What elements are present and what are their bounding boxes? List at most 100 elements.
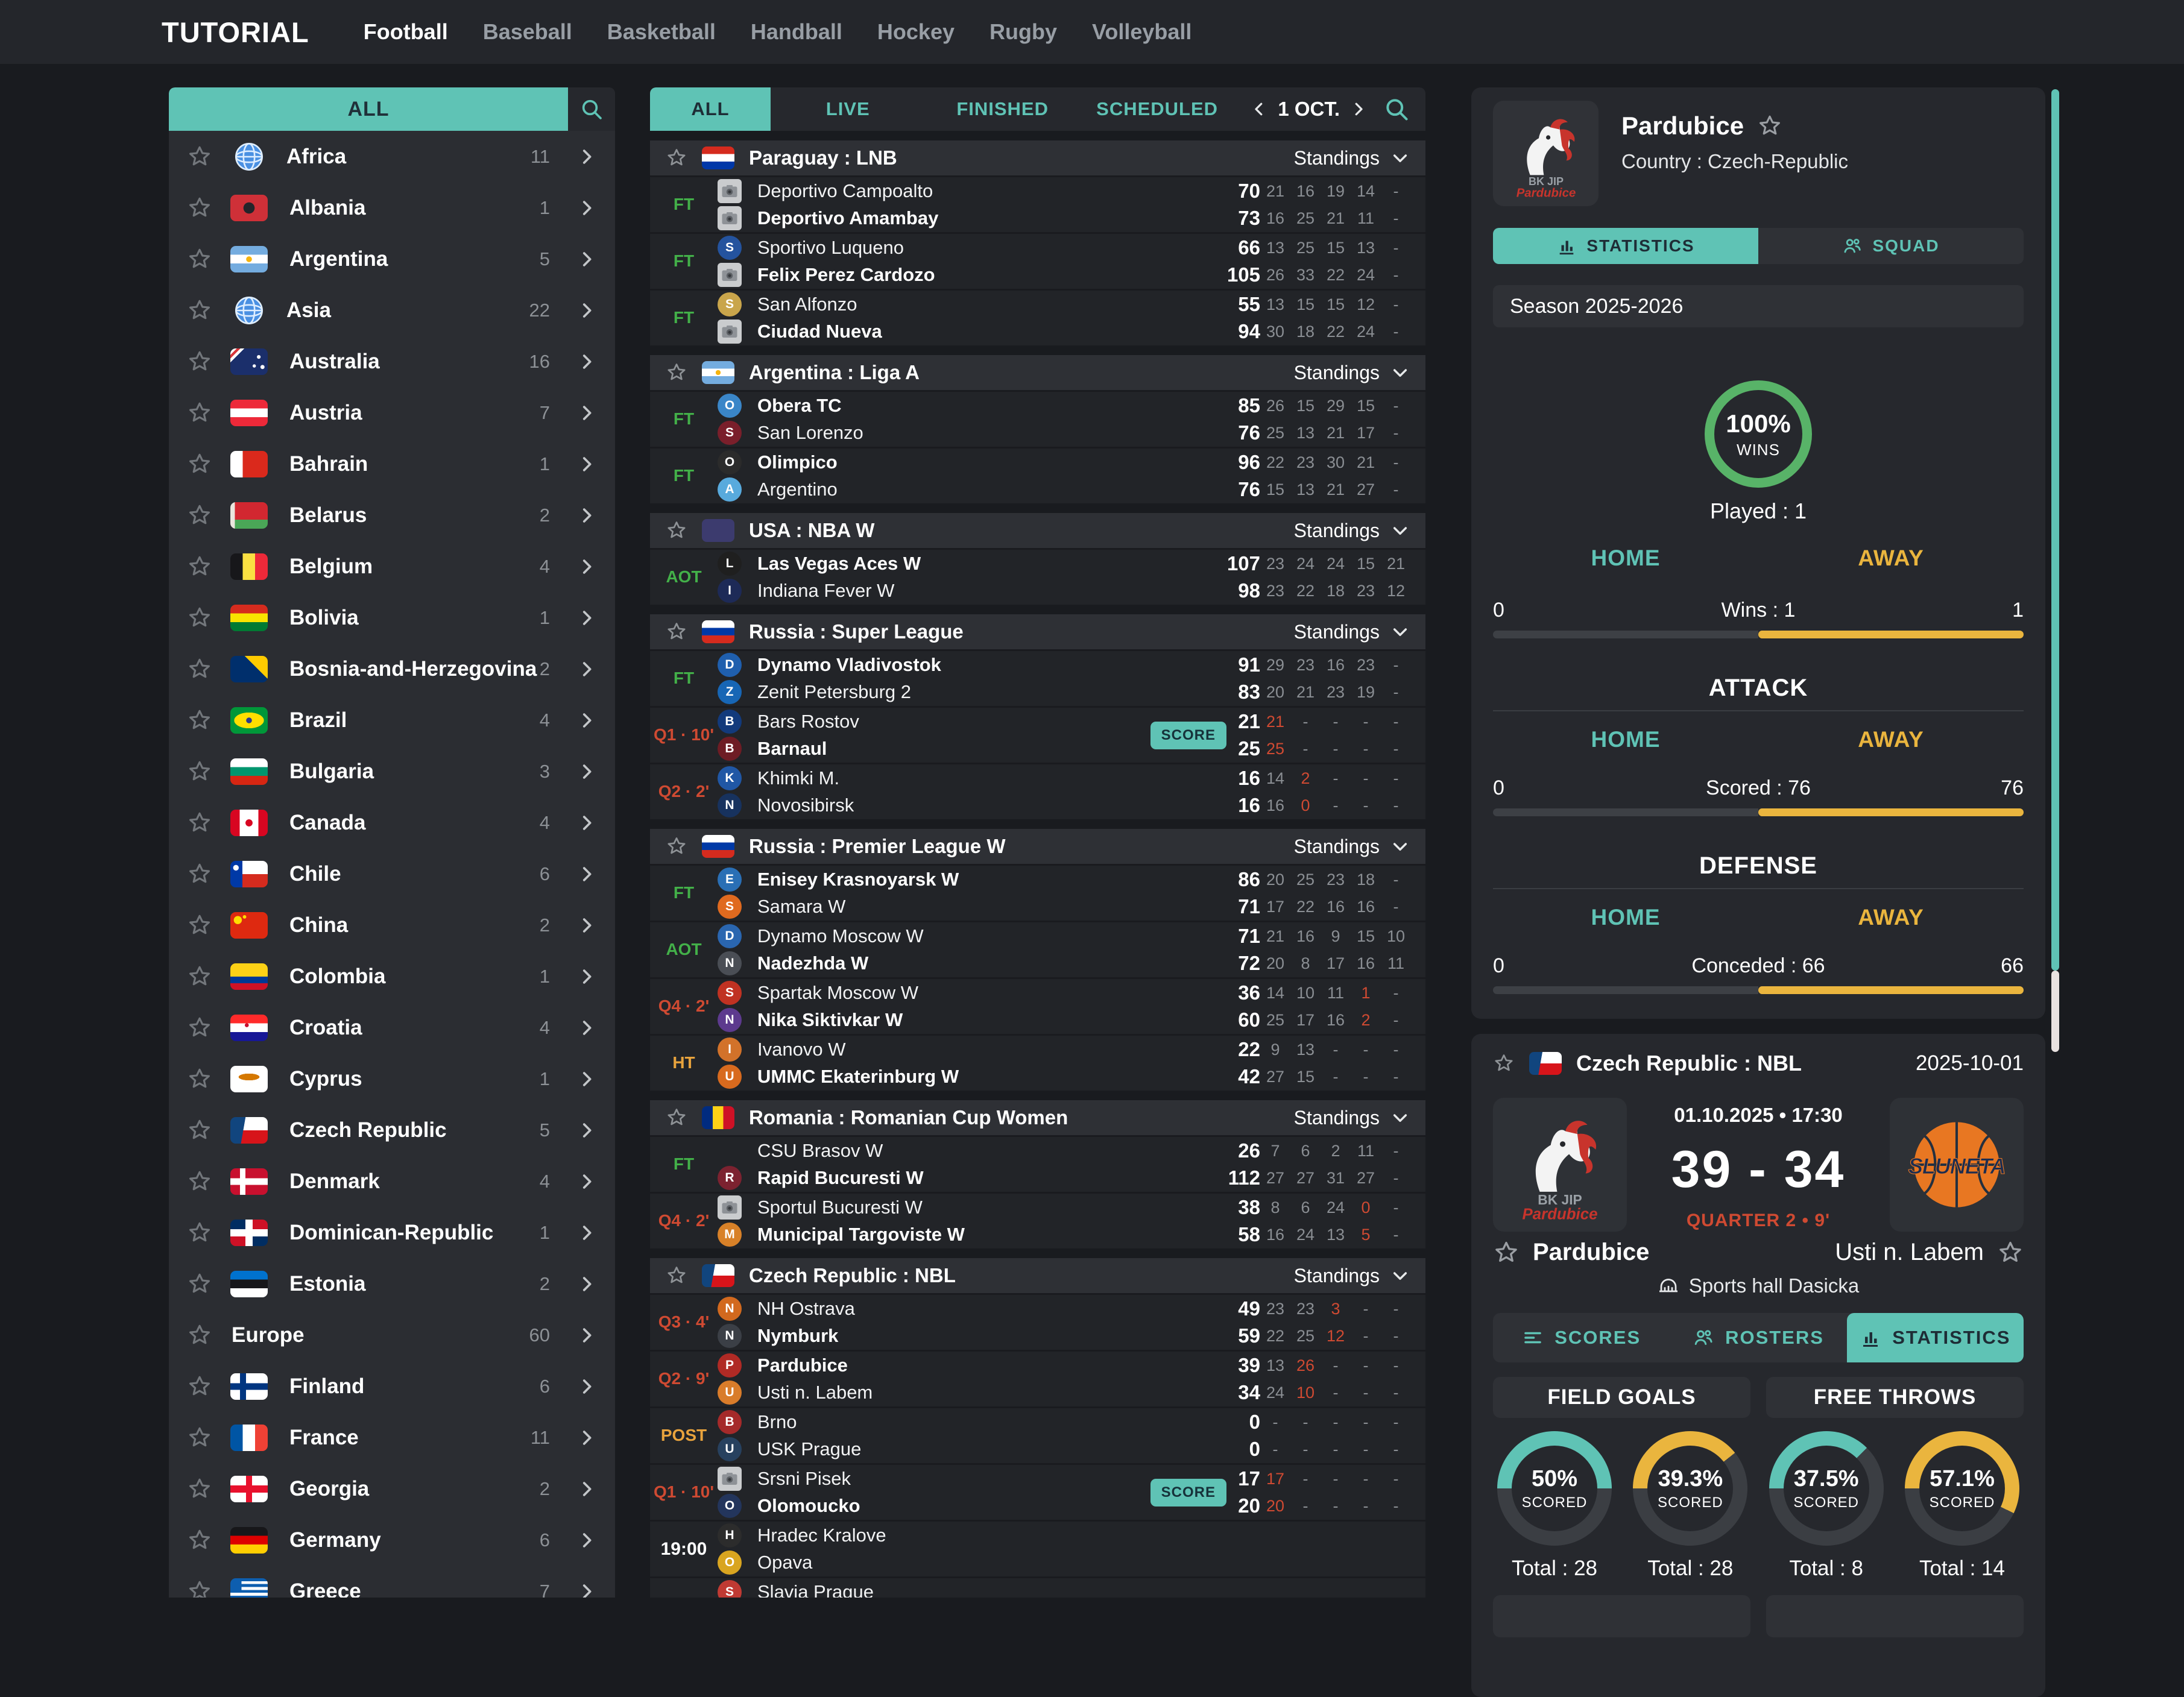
sidebar-item-denmark[interactable]: Denmark 4 (169, 1156, 615, 1207)
sidebar-item-asia[interactable]: Asia 22 (169, 285, 615, 336)
team-row-ummc-ekaterinburg-w[interactable]: U UMMC Ekaterinburg W 42 27 15- - - (718, 1063, 1411, 1090)
nav-item-basketball[interactable]: Basketball (607, 19, 716, 44)
league-header[interactable]: Russia : Super League Standings (650, 614, 1425, 649)
favorite-star-icon[interactable] (187, 861, 212, 887)
favorite-star-icon[interactable] (187, 195, 212, 221)
team-row-nh-ostrava[interactable]: N NH Ostrava 49 23 23 3 - - (718, 1296, 1411, 1322)
chevron-right-icon[interactable] (576, 403, 597, 423)
standings-link[interactable]: Standings (1294, 1265, 1410, 1287)
team-row-usti-n-labem[interactable]: U Usti n. Labem 34 24 10- - - (718, 1379, 1411, 1406)
team-row-san-lorenzo[interactable]: S San Lorenzo 76 25 13 21 17- (718, 420, 1411, 446)
nav-item-volleyball[interactable]: Volleyball (1091, 19, 1192, 44)
team-row-brno[interactable]: B Brno 0----- (718, 1409, 1411, 1435)
favorite-star-icon[interactable] (666, 520, 687, 541)
sidebar-item-china[interactable]: China 2 (169, 899, 615, 951)
team-row-indiana-fever-w[interactable]: I Indiana Fever W 98 23 22 18 23 12 (718, 578, 1411, 604)
favorite-star-icon[interactable] (187, 1579, 212, 1598)
team-row-olimpico[interactable]: O Olimpico 96 22 23 30 21- (718, 449, 1411, 476)
team-row-zenit-petersburg-2[interactable]: Z Zenit Petersburg 2 83 20 21 23 19- (718, 679, 1411, 705)
chevron-right-icon[interactable] (576, 608, 597, 628)
prev-day-icon[interactable] (1250, 100, 1268, 118)
team-row-nymburk[interactable]: N Nymburk 59 22 25 12- - (718, 1323, 1411, 1349)
sidebar-item-germany[interactable]: Germany 6 (169, 1514, 615, 1566)
chevron-right-icon[interactable] (576, 1428, 597, 1448)
tab-rosters[interactable]: ROSTERS (1670, 1313, 1846, 1362)
sidebar-item-australia[interactable]: Australia 16 (169, 336, 615, 387)
favorite-star-icon[interactable] (1493, 1053, 1515, 1074)
favorite-star-icon[interactable] (187, 964, 212, 989)
sidebar-item-austria[interactable]: Austria 7 (169, 387, 615, 438)
favorite-star-icon[interactable] (187, 1374, 212, 1399)
match-row[interactable]: POST B Brno 0----- U USK Prague 0----- (650, 1406, 1425, 1463)
chevron-right-icon[interactable] (576, 556, 597, 577)
team-row-dynamo-vladivostok[interactable]: D Dynamo Vladivostok 91 29 23 16 23- (718, 652, 1411, 678)
favorite-star-icon[interactable] (187, 1271, 212, 1297)
favorite-star-icon[interactable] (1997, 1239, 2024, 1266)
team-row-samara-w[interactable]: S Samara W 71 17 22 16 16- (718, 893, 1411, 920)
current-date-label[interactable]: 1 OCT. (1278, 98, 1340, 120)
favorite-star-icon[interactable] (666, 1107, 687, 1129)
favorite-star-icon[interactable] (187, 400, 212, 426)
team-row-felix-perez-cardozo[interactable]: Felix Perez Cardozo 105 26 33 22 24- (718, 262, 1411, 288)
league-header[interactable]: Czech Republic : NBL Standings (650, 1258, 1425, 1293)
sidebar-item-bolivia[interactable]: Bolivia 1 (169, 592, 615, 643)
favorite-star-icon[interactable] (666, 836, 687, 857)
favorite-star-icon[interactable] (187, 1528, 212, 1553)
chevron-right-icon[interactable] (576, 761, 597, 782)
chevron-right-icon[interactable] (576, 1376, 597, 1397)
match-row[interactable]: FT CSU Brasov W 26 7 6 2 11- R Rapid Bucures… (650, 1135, 1425, 1192)
sidebar-item-belgium[interactable]: Belgium 4 (169, 541, 615, 592)
chevron-right-icon[interactable] (576, 1479, 597, 1499)
favorite-star-icon[interactable] (187, 1323, 212, 1348)
team-row-rapid-bucuresti-w[interactable]: R Rapid Bucuresti W 112 27 27 31 27- (718, 1165, 1411, 1191)
match-row[interactable]: FT D Dynamo Vladivostok 91 29 23 16 23- Z Ze… (650, 649, 1425, 706)
favorite-star-icon[interactable] (666, 621, 687, 643)
favorite-star-icon[interactable] (187, 554, 212, 579)
favorite-star-icon[interactable] (1757, 113, 1782, 139)
favorite-star-icon[interactable] (187, 759, 212, 784)
chevron-right-icon[interactable] (576, 659, 597, 679)
match-row[interactable]: AOT L Las Vegas Aces W 107 23 24 24 15 21 I I… (650, 548, 1425, 605)
scores-tab-scheduled[interactable]: SCHEDULED (1096, 98, 1219, 119)
sidebar-item-brazil[interactable]: Brazil 4 (169, 694, 615, 746)
match-row[interactable]: Q4 · 2' S Spartak Moscow W 36 14 10 11 1- N … (650, 977, 1425, 1034)
tab-statistics[interactable]: STATISTICS (1493, 228, 1758, 264)
match-row[interactable]: Q2 · 2' K Khimki M. 16 14 2 - - - N Novosibir… (650, 763, 1425, 819)
favorite-star-icon[interactable] (666, 1265, 687, 1286)
team-row-opava[interactable]: O Opava (718, 1549, 1411, 1576)
team-row-bars-rostov[interactable]: B Bars Rostov 21 21- - - - (718, 708, 1411, 735)
team-row-municipal-targoviste-w[interactable]: M Municipal Targoviste W 58 16 24 13 5 - (718, 1221, 1411, 1248)
chevron-right-icon[interactable] (576, 1530, 597, 1551)
team-row-las-vegas-aces-w[interactable]: L Las Vegas Aces W 107 23 24 24 15 21 (718, 550, 1411, 577)
next-day-icon[interactable] (1349, 100, 1368, 118)
match-row[interactable]: Q4 · 2' Sportul Bucuresti W 38 8 6 24 0 - M M… (650, 1192, 1425, 1248)
chevron-right-icon[interactable] (576, 813, 597, 833)
scores-tab-all[interactable]: ALL (650, 87, 771, 131)
favorite-star-icon[interactable] (187, 708, 212, 733)
chevron-right-icon[interactable] (576, 249, 597, 269)
chevron-right-icon[interactable] (576, 505, 597, 526)
favorite-star-icon[interactable] (187, 1476, 212, 1502)
sidebar-item-greece[interactable]: Greece 7 (169, 1566, 615, 1598)
team-row-nadezhda-w[interactable]: N Nadezhda W 72 20 8 17 16 11 (718, 950, 1411, 977)
chevron-right-icon[interactable] (576, 1581, 597, 1598)
match-row[interactable]: Q2 · 9' P Pardubice 39 13 26- - - U Usti n. … (650, 1350, 1425, 1406)
favorite-star-icon[interactable] (187, 1066, 212, 1092)
chevron-right-icon[interactable] (576, 146, 597, 167)
favorite-star-icon[interactable] (666, 362, 687, 383)
standings-link[interactable]: Standings (1294, 147, 1410, 169)
sidebar-item-georgia[interactable]: Georgia 2 (169, 1463, 615, 1514)
favorite-star-icon[interactable] (187, 605, 212, 631)
sidebar-all-button[interactable]: ALL (169, 87, 568, 131)
chevron-right-icon[interactable] (576, 710, 597, 731)
league-header[interactable]: Russia : Premier League W Standings (650, 829, 1425, 864)
sidebar-item-croatia[interactable]: Croatia 4 (169, 1002, 615, 1053)
favorite-star-icon[interactable] (187, 452, 212, 477)
team-row-argentino[interactable]: A Argentino 76 15 13 21 27- (718, 476, 1411, 503)
team-row-barnaul[interactable]: B Barnaul 25 25- - - - (718, 735, 1411, 762)
match-row[interactable]: Q1 · 10' B Bars Rostov 21 21- - - - B Barnau… (650, 706, 1425, 763)
sidebar-item-bahrain[interactable]: Bahrain 1 (169, 438, 615, 490)
tab-scores[interactable]: SCORES (1493, 1313, 1670, 1362)
match-row[interactable]: AOT D Dynamo Moscow W 71 21 16 9 15 10 N Nade… (650, 921, 1425, 977)
chevron-right-icon[interactable] (576, 1274, 597, 1294)
